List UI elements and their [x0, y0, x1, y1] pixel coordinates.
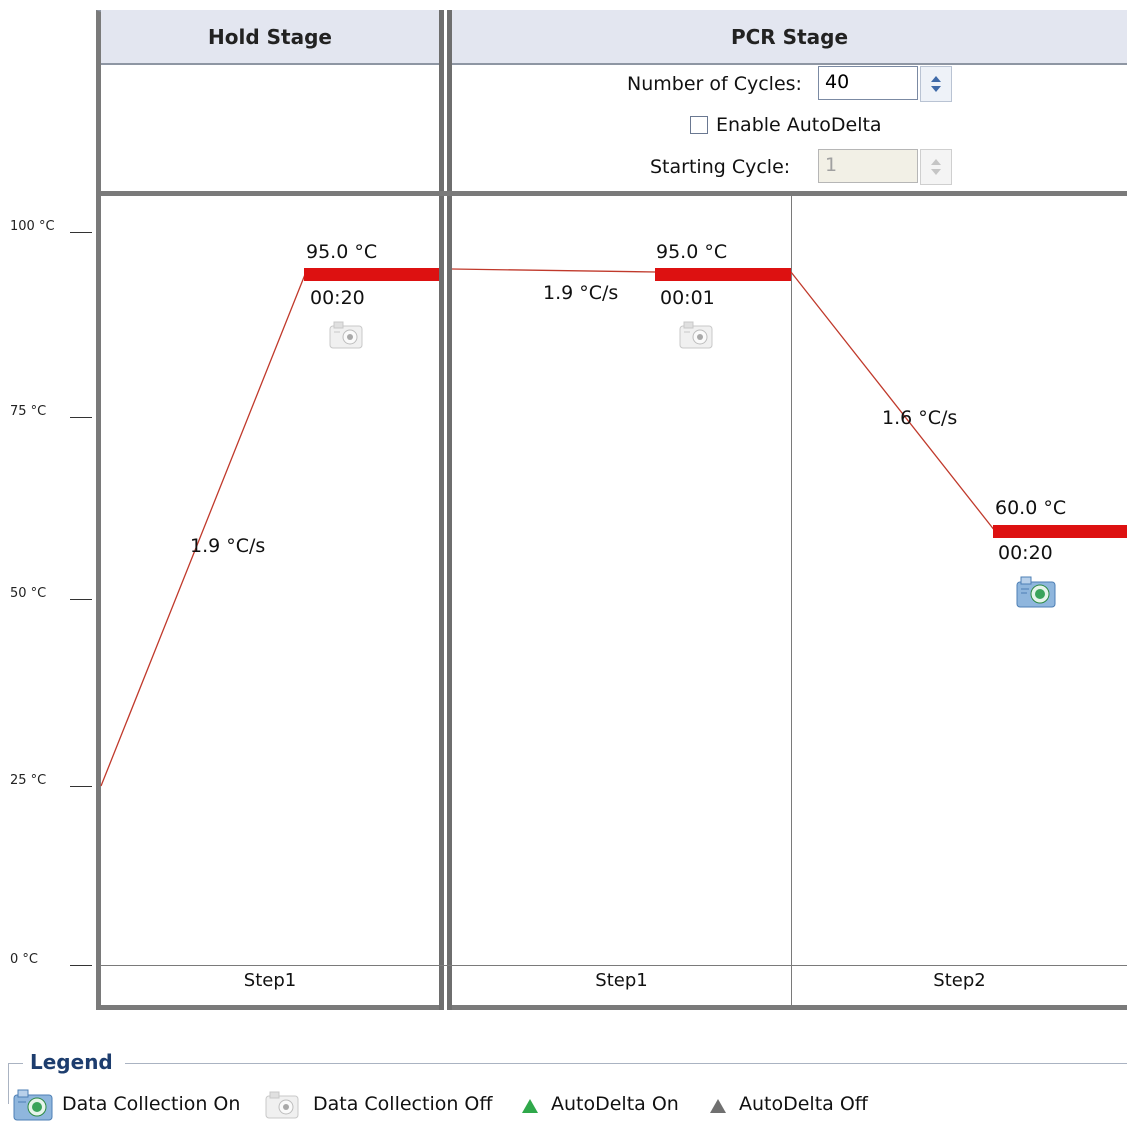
starting-cycle-value: 1	[825, 154, 838, 176]
stage-divider	[439, 10, 452, 1010]
hold-bar-pcr-step1[interactable]	[655, 268, 791, 281]
data-collection-on-icon	[12, 1088, 56, 1126]
pcr-step1-label[interactable]: Step1	[595, 970, 648, 991]
legend-autodelta-off: AutoDelta Off	[739, 1093, 868, 1115]
hold-bar-hold-step1[interactable]	[304, 268, 439, 281]
legend-autodelta-on: AutoDelta On	[551, 1093, 679, 1115]
y-tick-25: 25 °C	[10, 773, 47, 788]
legend-data-collection-on: Data Collection On	[62, 1093, 241, 1115]
ramp-line-hold	[100, 271, 307, 787]
starting-cycle-input[interactable]: 1	[818, 149, 918, 183]
y-tick-line	[70, 599, 92, 600]
hold-bar-pcr-step2[interactable]	[993, 525, 1127, 538]
pcr-stage-title: PCR Stage	[730, 24, 849, 49]
pcr-step2-temp[interactable]: 60.0 °C	[995, 497, 1067, 519]
y-tick-line	[70, 786, 92, 787]
cycles-label: Number of Cycles:	[627, 73, 802, 95]
data-collection-off-icon[interactable]	[328, 320, 368, 354]
hold-step1-temp[interactable]: 95.0 °C	[306, 241, 378, 263]
hold-stage-title: Hold Stage	[208, 24, 332, 49]
data-collection-off-icon	[264, 1090, 304, 1124]
pcr-step1-time[interactable]: 00:01	[660, 287, 715, 309]
hold-step1-label[interactable]: Step1	[243, 970, 297, 991]
ramp-line-pcr-step1	[451, 268, 657, 273]
legend-corner	[8, 1063, 23, 1104]
starting-cycle-label: Starting Cycle:	[650, 156, 791, 178]
cycles-value: 40	[825, 71, 850, 93]
hold-stage-header[interactable]: Hold Stage	[101, 10, 439, 65]
starting-cycle-spinner[interactable]	[920, 149, 952, 185]
autodelta-label: Enable AutoDelta	[716, 114, 882, 136]
autodelta-checkbox[interactable]	[690, 116, 708, 134]
autodelta-on-icon	[521, 1098, 539, 1118]
step-divider	[791, 196, 792, 1010]
pcr-stage-header[interactable]: PCR Stage	[452, 10, 1127, 65]
data-collection-on-icon[interactable]	[1015, 575, 1059, 613]
y-tick-50: 50 °C	[10, 586, 47, 601]
y-tick-line	[70, 232, 92, 233]
data-collection-off-icon[interactable]	[678, 320, 718, 354]
cycles-input[interactable]: 40	[818, 66, 918, 100]
y-tick-75: 75 °C	[10, 404, 47, 419]
ramp-line-pcr-step2	[790, 271, 996, 532]
y-tick-100: 100 °C	[10, 219, 55, 234]
spinner-arrows-icon	[931, 76, 941, 92]
hold-step1-ramp[interactable]: 1.9 °C/s	[190, 535, 266, 557]
hold-step1-time[interactable]: 00:20	[310, 287, 365, 309]
pcr-step1-temp[interactable]: 95.0 °C	[656, 241, 728, 263]
pcr-step2-label[interactable]: Step2	[933, 970, 986, 991]
settings-divider	[101, 191, 1127, 196]
y-tick-0: 0 °C	[10, 952, 38, 967]
y-tick-line	[70, 965, 92, 966]
step-label-divider	[101, 965, 1127, 966]
y-tick-line	[70, 417, 92, 418]
temperature-profile	[100, 268, 1127, 787]
legend-rule	[125, 1063, 1127, 1064]
pcr-step2-time[interactable]: 00:20	[998, 542, 1053, 564]
autodelta-off-icon	[709, 1098, 727, 1118]
spinner-arrows-icon	[931, 159, 941, 175]
pcr-step1-ramp[interactable]: 1.9 °C/s	[543, 282, 619, 304]
pcr-step2-ramp[interactable]: 1.6 °C/s	[882, 407, 958, 429]
cycles-spinner[interactable]	[920, 66, 952, 102]
legend-data-collection-off: Data Collection Off	[313, 1093, 493, 1115]
legend-title: Legend	[30, 1050, 113, 1074]
